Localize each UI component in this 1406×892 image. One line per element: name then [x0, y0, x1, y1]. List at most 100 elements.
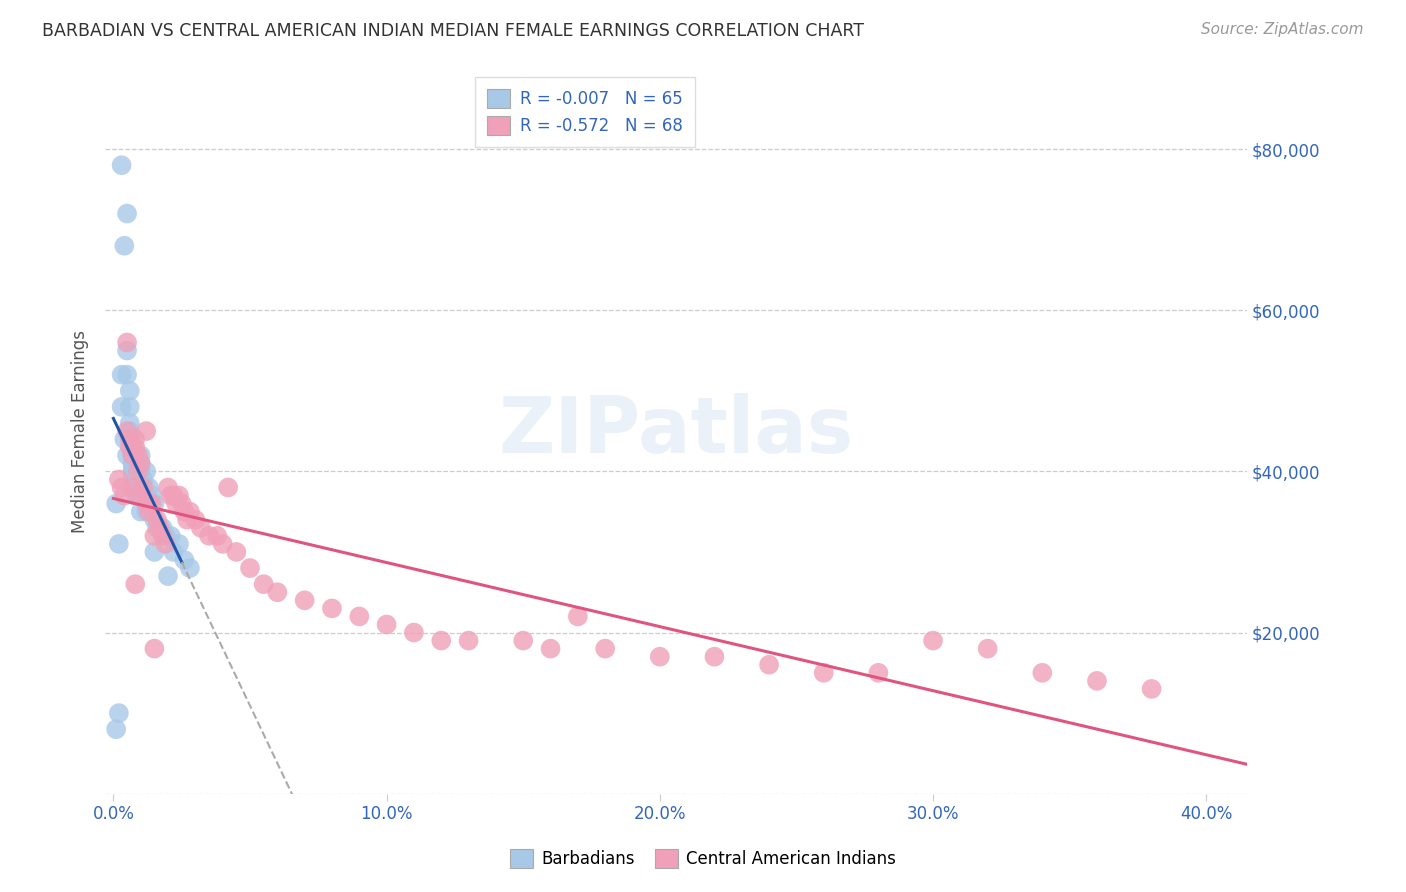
Point — [110, 481, 132, 495]
Point — [129, 456, 152, 470]
Point — [124, 489, 146, 503]
Point — [132, 481, 155, 495]
Point — [758, 657, 780, 672]
Point — [167, 489, 190, 503]
Point — [132, 472, 155, 486]
Point — [143, 641, 166, 656]
Point — [349, 609, 371, 624]
Point — [124, 472, 146, 486]
Point — [121, 448, 143, 462]
Point — [225, 545, 247, 559]
Point — [457, 633, 479, 648]
Point — [121, 440, 143, 454]
Point — [173, 553, 195, 567]
Point — [124, 448, 146, 462]
Point — [512, 633, 534, 648]
Point — [375, 617, 398, 632]
Point — [112, 239, 135, 253]
Point — [118, 432, 141, 446]
Point — [127, 464, 149, 478]
Legend: Barbadians, Central American Indians: Barbadians, Central American Indians — [503, 842, 903, 875]
Point — [110, 400, 132, 414]
Point — [108, 537, 131, 551]
Point — [121, 464, 143, 478]
Point — [190, 521, 212, 535]
Y-axis label: Median Female Earnings: Median Female Earnings — [72, 330, 89, 533]
Point — [266, 585, 288, 599]
Point — [703, 649, 725, 664]
Point — [127, 489, 149, 503]
Point — [141, 489, 163, 503]
Point — [868, 665, 890, 680]
Point — [129, 481, 152, 495]
Point — [110, 158, 132, 172]
Point — [129, 505, 152, 519]
Point — [159, 489, 181, 503]
Point — [141, 497, 163, 511]
Point — [127, 481, 149, 495]
Point — [105, 497, 128, 511]
Point — [162, 545, 184, 559]
Point — [115, 424, 138, 438]
Point — [138, 497, 160, 511]
Point — [121, 472, 143, 486]
Point — [1140, 681, 1163, 696]
Point — [118, 416, 141, 430]
Point — [813, 665, 835, 680]
Legend: R = -0.007   N = 65, R = -0.572   N = 68: R = -0.007 N = 65, R = -0.572 N = 68 — [475, 77, 695, 147]
Point — [540, 641, 562, 656]
Point — [143, 545, 166, 559]
Point — [321, 601, 343, 615]
Point — [211, 537, 233, 551]
Point — [149, 521, 172, 535]
Point — [179, 561, 201, 575]
Point — [121, 448, 143, 462]
Point — [146, 521, 169, 535]
Point — [205, 529, 228, 543]
Point — [135, 497, 157, 511]
Point — [157, 481, 180, 495]
Point — [179, 505, 201, 519]
Point — [127, 472, 149, 486]
Point — [105, 723, 128, 737]
Point — [118, 384, 141, 398]
Point — [135, 489, 157, 503]
Point — [112, 432, 135, 446]
Point — [170, 497, 193, 511]
Point — [159, 529, 181, 543]
Point — [121, 481, 143, 495]
Point — [143, 497, 166, 511]
Point — [118, 432, 141, 446]
Point — [157, 569, 180, 583]
Point — [127, 464, 149, 478]
Point — [124, 464, 146, 478]
Point — [162, 489, 184, 503]
Point — [135, 505, 157, 519]
Point — [567, 609, 589, 624]
Point — [155, 529, 177, 543]
Text: Source: ZipAtlas.com: Source: ZipAtlas.com — [1201, 22, 1364, 37]
Point — [124, 577, 146, 591]
Point — [110, 368, 132, 382]
Point — [146, 513, 169, 527]
Point — [118, 424, 141, 438]
Point — [124, 481, 146, 495]
Point — [152, 521, 174, 535]
Point — [138, 505, 160, 519]
Point — [129, 489, 152, 503]
Point — [173, 505, 195, 519]
Point — [922, 633, 945, 648]
Point — [593, 641, 616, 656]
Point — [239, 561, 262, 575]
Point — [430, 633, 453, 648]
Point — [976, 641, 998, 656]
Point — [1085, 673, 1108, 688]
Text: BARBADIAN VS CENTRAL AMERICAN INDIAN MEDIAN FEMALE EARNINGS CORRELATION CHART: BARBADIAN VS CENTRAL AMERICAN INDIAN MED… — [42, 22, 865, 40]
Point — [115, 335, 138, 350]
Point — [108, 472, 131, 486]
Point — [124, 464, 146, 478]
Point — [138, 505, 160, 519]
Point — [124, 440, 146, 454]
Point — [167, 537, 190, 551]
Point — [108, 706, 131, 720]
